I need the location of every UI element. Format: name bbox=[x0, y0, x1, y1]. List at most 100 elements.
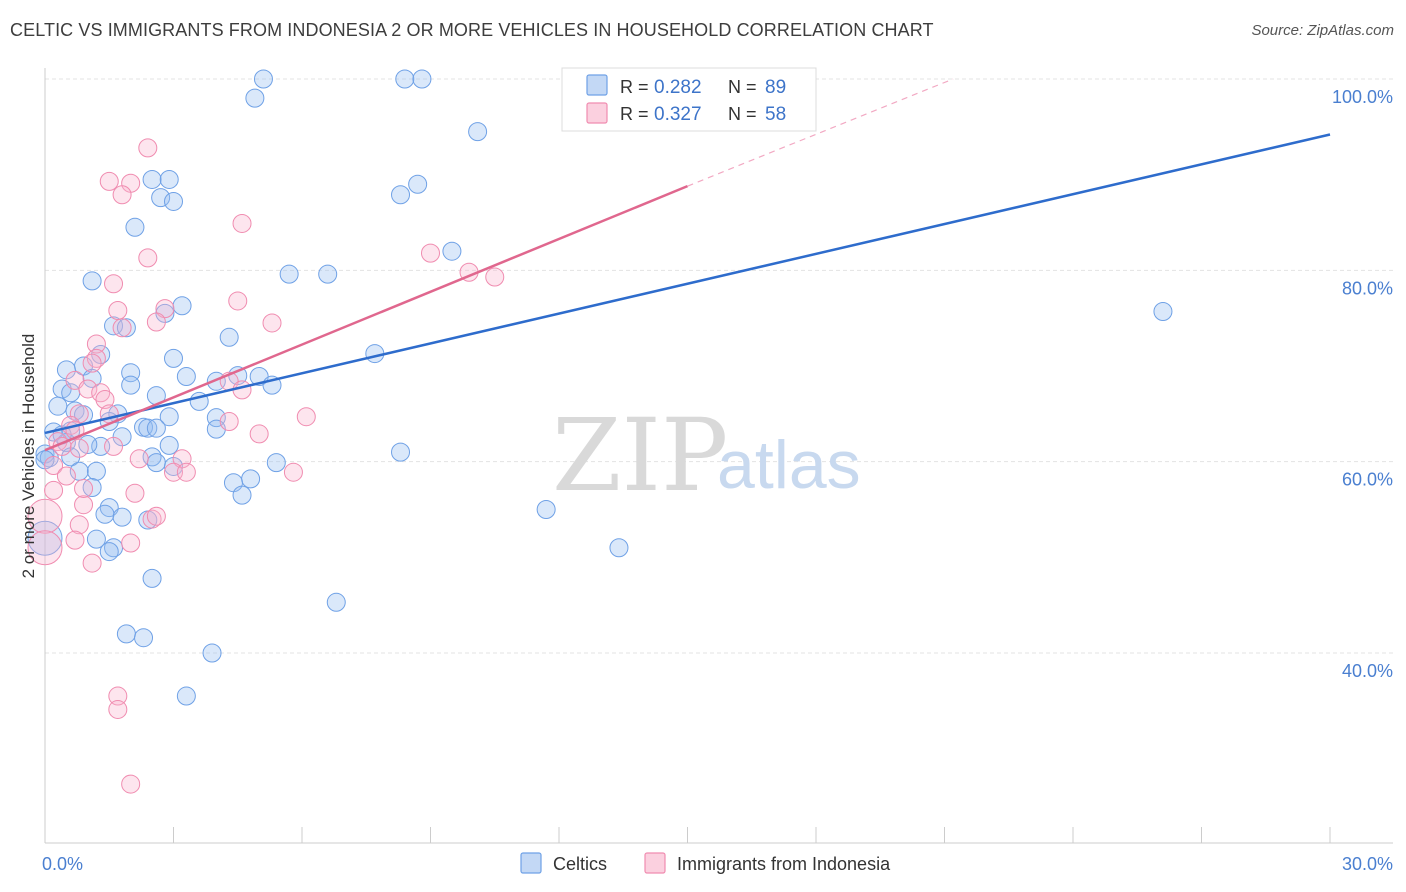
data-point bbox=[164, 348, 183, 368]
data-point bbox=[253, 69, 273, 89]
data-point bbox=[82, 271, 102, 291]
data-point bbox=[112, 185, 132, 205]
data-point bbox=[232, 485, 252, 505]
data-point bbox=[112, 318, 132, 338]
trend-line-indonesia bbox=[44, 184, 688, 452]
watermark: ZIP atlas bbox=[552, 397, 861, 514]
data-point bbox=[485, 267, 505, 287]
data-point bbox=[609, 538, 629, 558]
chart-title: CELTIC VS IMMIGRANTS FROM INDONESIA 2 OR… bbox=[10, 20, 934, 40]
bottom-legend-label-indonesia: Immigrants from Indonesia bbox=[677, 854, 891, 874]
data-point bbox=[116, 318, 136, 338]
data-point bbox=[27, 498, 63, 534]
legend-r-value-celtics: 0.282 bbox=[654, 77, 702, 98]
data-point bbox=[146, 418, 166, 438]
data-point bbox=[279, 264, 299, 284]
data-point bbox=[159, 407, 179, 427]
legend-r-value-indonesia: 0.327 bbox=[654, 104, 702, 125]
data-point bbox=[44, 455, 64, 475]
data-point bbox=[95, 504, 115, 524]
data-point bbox=[155, 299, 175, 319]
data-point bbox=[82, 553, 102, 573]
legend-n-label-indonesia: N = bbox=[728, 104, 757, 124]
data-point bbox=[74, 495, 94, 515]
x-tick-label-min: 0.0% bbox=[42, 854, 83, 874]
trend-line-celtics bbox=[44, 133, 1331, 435]
data-point bbox=[176, 462, 196, 482]
data-point bbox=[146, 312, 166, 332]
grid bbox=[45, 78, 1393, 654]
data-point bbox=[228, 291, 248, 311]
data-point bbox=[176, 686, 196, 706]
watermark-zip: ZIP bbox=[552, 397, 728, 514]
data-point bbox=[232, 213, 252, 233]
data-point bbox=[138, 248, 158, 268]
data-point bbox=[245, 88, 265, 108]
data-point bbox=[78, 379, 98, 399]
data-point bbox=[27, 520, 63, 556]
data-point bbox=[44, 480, 64, 500]
data-point bbox=[125, 483, 145, 503]
bottom-legend-label-celtics: Celtics bbox=[553, 854, 607, 874]
data-point bbox=[129, 449, 149, 469]
data-point bbox=[99, 542, 119, 562]
data-point bbox=[116, 624, 136, 644]
legend-swatch-celtics bbox=[586, 74, 608, 96]
data-point bbox=[408, 174, 428, 194]
legend-n-label-celtics: N = bbox=[728, 77, 757, 97]
data-point bbox=[159, 169, 179, 189]
data-point bbox=[296, 407, 316, 427]
legend-swatch-indonesia bbox=[586, 102, 608, 124]
data-point bbox=[241, 469, 261, 489]
data-point bbox=[262, 313, 282, 333]
data-point bbox=[266, 453, 286, 473]
data-point bbox=[108, 686, 128, 706]
scatter-points bbox=[27, 69, 1173, 794]
data-point bbox=[86, 461, 106, 481]
data-point bbox=[391, 442, 411, 462]
data-point bbox=[391, 185, 411, 205]
y-tick-label: 100.0% bbox=[1332, 87, 1393, 107]
bottom-legend-swatch-indonesia bbox=[644, 852, 666, 874]
data-point bbox=[1153, 301, 1173, 321]
data-point bbox=[82, 353, 102, 373]
data-point bbox=[365, 344, 385, 364]
series-indonesia bbox=[27, 138, 505, 794]
source-label: Source: ZipAtlas.com bbox=[1251, 22, 1394, 39]
data-point bbox=[146, 453, 166, 473]
data-point bbox=[442, 241, 462, 261]
data-point bbox=[536, 500, 556, 519]
data-point bbox=[65, 530, 85, 550]
legend-r-label-celtics: R = bbox=[620, 77, 649, 97]
data-point bbox=[95, 389, 115, 409]
data-point bbox=[104, 274, 124, 294]
data-point bbox=[412, 69, 432, 89]
trend-lines bbox=[44, 78, 1331, 452]
data-point bbox=[142, 568, 162, 588]
data-point bbox=[146, 506, 166, 526]
data-point bbox=[121, 533, 141, 553]
data-point bbox=[142, 169, 162, 189]
data-point bbox=[202, 643, 222, 663]
data-point bbox=[86, 529, 106, 549]
y-axis-label: 2 or more Vehicles in Household bbox=[19, 334, 38, 579]
watermark-atlas: atlas bbox=[717, 427, 861, 503]
data-point bbox=[121, 774, 141, 794]
data-point bbox=[27, 530, 63, 566]
legend: R = 0.282 N = 89 R = 0.327 N = 58 bbox=[561, 67, 817, 132]
data-point bbox=[56, 466, 76, 486]
trend-line-indonesia-extension bbox=[687, 78, 954, 187]
data-point bbox=[104, 436, 124, 456]
data-point bbox=[134, 628, 154, 648]
data-point bbox=[108, 301, 128, 321]
data-point bbox=[164, 191, 183, 211]
bottom-legend-swatch-celtics bbox=[520, 852, 542, 874]
data-point bbox=[206, 408, 226, 428]
bottom-legend: Celtics Immigrants from Indonesia bbox=[520, 852, 891, 874]
data-point bbox=[468, 122, 488, 142]
x-tick-label-max: 30.0% bbox=[1342, 854, 1393, 874]
data-point bbox=[176, 367, 196, 387]
x-tick-labels: 0.0% 30.0% bbox=[42, 854, 1393, 874]
data-point bbox=[48, 396, 68, 416]
